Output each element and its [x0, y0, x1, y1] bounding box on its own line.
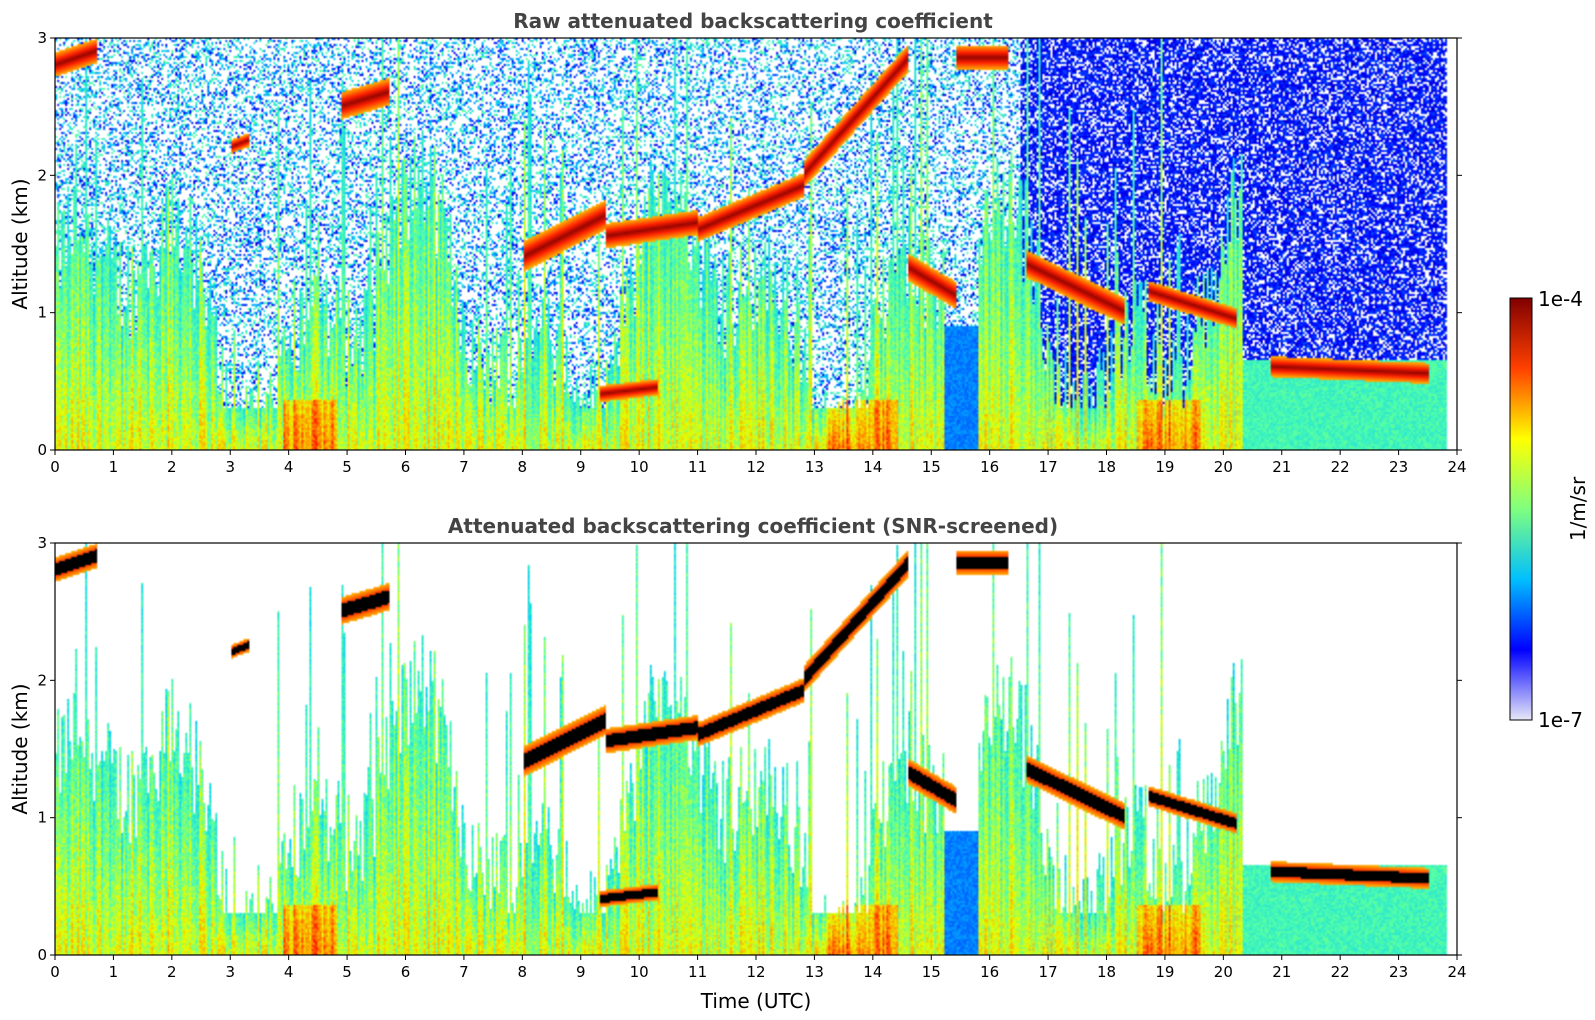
x-tick-label: 0	[50, 458, 60, 476]
x-axis-label: Time (UTC)	[700, 989, 812, 1013]
x-tick-label: 8	[518, 963, 528, 981]
raw-y-axis-label: Altitude (km)	[8, 178, 32, 309]
y-tick-label: 2	[37, 166, 47, 184]
screened-backscatter-heatmap	[55, 543, 1457, 955]
y-tick-label: 3	[37, 29, 47, 47]
x-tick-label: 24	[1447, 963, 1466, 981]
x-tick-label: 1	[109, 963, 119, 981]
x-tick-label: 11	[688, 458, 707, 476]
x-tick-label: 22	[1331, 458, 1350, 476]
raw-backscatter-panel: Raw attenuated backscattering coefficien…	[8, 9, 1467, 476]
x-tick-label: 13	[805, 458, 824, 476]
colorbar-unit-label: 1/m/sr	[1566, 476, 1590, 541]
x-tick-label: 9	[576, 458, 586, 476]
x-tick-label: 8	[518, 458, 528, 476]
raw-x-axis: 0 1 2 3 4 5 6 7 8 9 10 11 12 13 14 15 16 17 18 19 20 21 22 23 24	[50, 450, 1467, 476]
screened-y-axis: 0 1 2 3	[37, 534, 1462, 964]
x-tick-label: 5	[342, 963, 352, 981]
x-tick-label: 9	[576, 963, 586, 981]
x-tick-label: 15	[922, 963, 941, 981]
x-tick-label: 21	[1272, 458, 1291, 476]
x-tick-label: 4	[284, 458, 294, 476]
x-tick-label: 0	[50, 963, 60, 981]
x-tick-label: 20	[1214, 963, 1233, 981]
x-tick-label: 2	[167, 458, 177, 476]
x-tick-label: 23	[1389, 963, 1408, 981]
screened-y-axis-label: Altitude (km)	[8, 683, 32, 814]
x-tick-label: 5	[342, 458, 352, 476]
y-tick-label: 0	[37, 441, 47, 459]
x-tick-label: 17	[1039, 458, 1058, 476]
x-tick-label: 17	[1039, 963, 1058, 981]
x-tick-label: 18	[1097, 963, 1116, 981]
x-tick-label: 16	[980, 963, 999, 981]
x-tick-label: 3	[225, 963, 235, 981]
x-tick-label: 11	[688, 963, 707, 981]
raw-y-axis: 0 1 2 3	[37, 29, 1462, 459]
x-tick-label: 2	[167, 963, 177, 981]
x-tick-label: 18	[1097, 458, 1116, 476]
x-tick-label: 6	[401, 963, 411, 981]
y-tick-label: 2	[37, 671, 47, 689]
x-tick-label: 3	[225, 458, 235, 476]
x-tick-label: 23	[1389, 458, 1408, 476]
y-tick-label: 1	[37, 809, 47, 827]
raw-backscatter-heatmap	[55, 38, 1457, 450]
x-tick-label: 22	[1331, 963, 1350, 981]
raw-panel-title: Raw attenuated backscattering coefficien…	[513, 9, 993, 33]
x-tick-label: 14	[863, 963, 882, 981]
screened-backscatter-panel: Attenuated backscattering coefficient (S…	[8, 514, 1467, 1013]
y-tick-label: 0	[37, 946, 47, 964]
colorbar-gradient	[1509, 297, 1533, 721]
x-tick-label: 1	[109, 458, 119, 476]
colorbar-max-label: 1e-4	[1538, 287, 1583, 311]
x-tick-label: 6	[401, 458, 411, 476]
x-tick-label: 19	[1155, 458, 1174, 476]
x-tick-label: 19	[1155, 963, 1174, 981]
screened-panel-title: Attenuated backscattering coefficient (S…	[448, 514, 1058, 538]
x-tick-label: 13	[805, 963, 824, 981]
x-tick-label: 24	[1447, 458, 1466, 476]
x-tick-label: 4	[284, 963, 294, 981]
x-tick-label: 12	[746, 963, 765, 981]
colorbar: 1e-4 1e-7 1/m/sr	[1509, 287, 1590, 732]
x-tick-label: 10	[630, 458, 649, 476]
x-tick-label: 7	[459, 458, 469, 476]
x-tick-label: 12	[746, 458, 765, 476]
x-tick-label: 20	[1214, 458, 1233, 476]
x-tick-label: 10	[630, 963, 649, 981]
x-tick-label: 16	[980, 458, 999, 476]
colorbar-min-label: 1e-7	[1538, 708, 1583, 732]
x-tick-label: 14	[863, 458, 882, 476]
x-tick-label: 7	[459, 963, 469, 981]
screened-x-axis: 0 1 2 3 4 5 6 7 8 9 10 11 12 13 14 15 16 17 18 19 20 21 22 23 24	[50, 955, 1467, 981]
y-tick-label: 1	[37, 304, 47, 322]
x-tick-label: 21	[1272, 963, 1291, 981]
x-tick-label: 15	[922, 458, 941, 476]
y-tick-label: 3	[37, 534, 47, 552]
